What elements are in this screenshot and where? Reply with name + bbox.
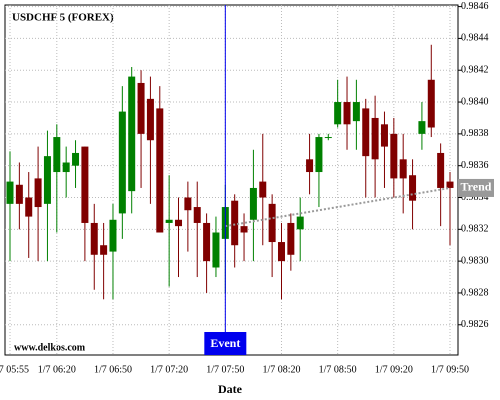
candle-body xyxy=(259,181,267,198)
candle-body xyxy=(25,197,33,217)
x-tick-label: 1/7 09:50 xyxy=(431,364,469,375)
candle-body xyxy=(231,200,239,246)
candle-body xyxy=(128,76,136,192)
x-tick-label: 1/7 06:50 xyxy=(94,364,132,375)
candle-body xyxy=(203,222,211,262)
candle-body xyxy=(315,137,323,173)
candle-body xyxy=(53,137,61,173)
x-tick-label: 1/7 08:20 xyxy=(262,364,300,375)
y-tick-label: 0.9844 xyxy=(461,33,489,44)
plot-frame xyxy=(4,4,459,356)
y-tick-label: 0.9838 xyxy=(461,128,489,139)
candle-body xyxy=(306,159,314,173)
x-tick-label: 1/7 07:20 xyxy=(150,364,188,375)
candle-body xyxy=(343,102,351,125)
y-tick-label: 0.9836 xyxy=(461,160,489,171)
candle-body xyxy=(137,82,145,134)
candle-body xyxy=(34,178,42,208)
y-tick-label: 0.9834 xyxy=(461,192,489,203)
event-label: Event xyxy=(210,336,240,350)
y-tick-label: 0.9828 xyxy=(461,287,489,298)
candle-body xyxy=(156,108,164,233)
y-tick-label: 0.9842 xyxy=(461,65,489,76)
candle-body xyxy=(90,222,98,255)
candle-body xyxy=(118,111,126,214)
candle-body xyxy=(62,162,70,173)
candle-body xyxy=(287,222,295,255)
y-tick-label: 0.9830 xyxy=(461,255,489,266)
candle-body xyxy=(15,184,23,204)
x-tick-label: 1/7 05:55 xyxy=(0,364,29,375)
trend-box xyxy=(458,178,494,197)
candle-body xyxy=(352,102,360,122)
candle-body xyxy=(296,216,304,230)
candle-body xyxy=(146,98,154,141)
candle-body xyxy=(390,133,398,179)
candle-body xyxy=(418,121,426,134)
candle-body xyxy=(81,146,89,223)
candle-body xyxy=(362,108,370,157)
candle-body xyxy=(380,124,388,147)
trend-label: Trend xyxy=(461,180,492,194)
y-tick-label: 0.9840 xyxy=(461,96,489,107)
candle-body xyxy=(6,181,14,204)
candle-body xyxy=(72,152,80,166)
watermark: www.delkos.com xyxy=(14,342,86,353)
candle-body xyxy=(175,219,183,227)
candle-body xyxy=(193,207,201,223)
y-tick-label: 0.9846 xyxy=(461,1,489,12)
candle-body xyxy=(249,187,257,220)
x-tick-label: 1/7 07:50 xyxy=(206,364,244,375)
event-box xyxy=(204,332,247,355)
x-tick-label: 1/7 08:50 xyxy=(319,364,357,375)
y-tick-label: 0.9826 xyxy=(461,319,489,330)
candle-body xyxy=(334,102,342,125)
candle-body xyxy=(277,242,285,262)
x-tick-label: 1/7 06:20 xyxy=(38,364,76,375)
candle-body xyxy=(165,219,173,223)
x-tick-label: 1/7 09:20 xyxy=(375,364,413,375)
candle-body xyxy=(437,152,445,188)
candle-body xyxy=(446,181,454,188)
candle-body xyxy=(399,159,407,179)
y-tick-label: 0.9832 xyxy=(461,224,489,235)
candle-body xyxy=(100,245,108,255)
candle-body xyxy=(371,117,379,160)
candle-body xyxy=(43,156,51,204)
x-axis-label: Date xyxy=(218,382,243,396)
candle-body xyxy=(240,226,248,233)
candle-body xyxy=(409,175,417,201)
candle-body xyxy=(427,79,435,128)
trend-line xyxy=(225,186,451,228)
chart-title: USDCHF 5 (FOREX) xyxy=(12,12,114,24)
candle-body xyxy=(212,232,220,268)
candle-body xyxy=(184,197,192,211)
candle-body xyxy=(109,219,117,252)
candle-body xyxy=(268,203,276,243)
candle-body xyxy=(324,137,332,139)
